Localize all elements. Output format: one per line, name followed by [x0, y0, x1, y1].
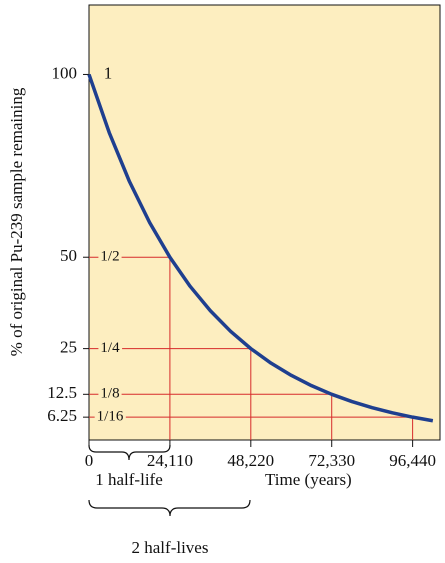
y-tick-label: 50 [60, 246, 77, 265]
fraction-label-bg [94, 408, 126, 425]
brace-1 [88, 444, 171, 461]
y-tick-label: 25 [60, 338, 77, 357]
fraction-label-bg [98, 385, 122, 402]
y-tick-label: 12.5 [47, 383, 77, 402]
x-tick-label: 48,220 [227, 451, 274, 470]
plot-area [88, 4, 441, 441]
x-axis-label: Time (years) [265, 470, 352, 489]
x-tick-label: 72,330 [308, 451, 355, 470]
x-tick-label: 96,440 [389, 451, 436, 470]
fraction-label: 1/4 [100, 340, 120, 356]
y-axis-label: % of original Pu-239 sample remaining [7, 87, 26, 356]
fraction-label: 1/16 [97, 409, 124, 425]
fraction-label-bg [98, 248, 122, 265]
decay-curve [87, 73, 434, 423]
fraction-label: 1 [104, 63, 113, 82]
brace-2 [88, 499, 251, 517]
fraction-label-bg [98, 340, 123, 357]
fraction-label: 1/2 [100, 249, 119, 265]
fraction-label: 1/8 [100, 386, 119, 402]
annotation: 2 half-lives [132, 538, 209, 557]
x-tick-label: 24,110 [147, 451, 193, 470]
x-tick-label: 0 [85, 451, 94, 470]
y-tick-label: 6.25 [47, 406, 77, 425]
annotation: 1 half-life [95, 470, 163, 489]
y-tick-label: 100 [52, 63, 78, 82]
